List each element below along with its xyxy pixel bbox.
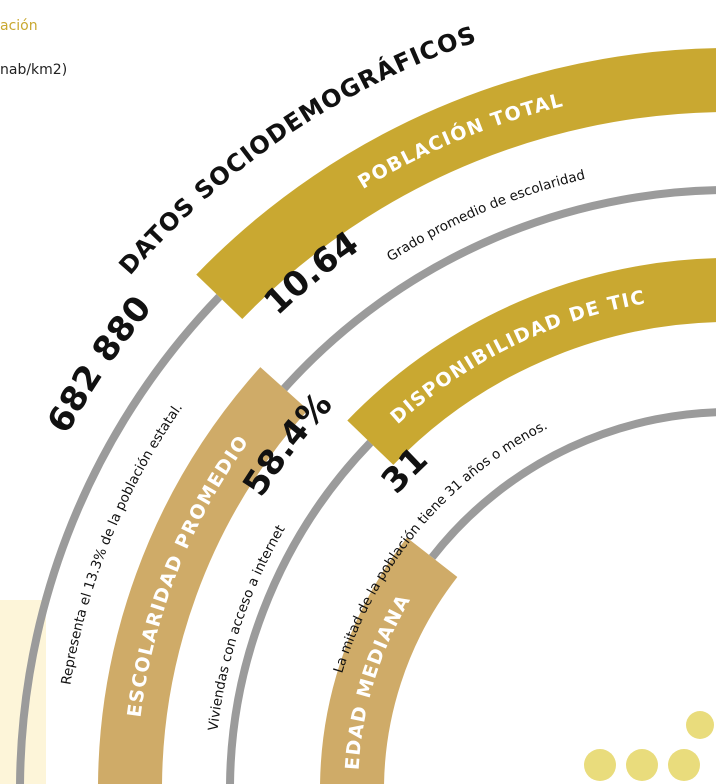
header-title: ación (0, 18, 38, 34)
section-value-path: 682 880 (40, 288, 160, 439)
decor-dots (584, 711, 714, 781)
section-description-path: Viviendas con acceso a internet (205, 522, 288, 731)
section-description: Viviendas con acceso a internet (205, 522, 288, 731)
ring-line (281, 186, 716, 392)
ring-line (428, 408, 716, 560)
ring-line (226, 439, 374, 784)
ring-band (347, 258, 716, 466)
section-value: 682 880 (40, 288, 160, 439)
header-unit: nab/km2) (0, 62, 67, 78)
ring-band (196, 48, 716, 320)
ring-band (320, 537, 458, 784)
ring-band (98, 367, 308, 784)
ring-line (16, 294, 223, 784)
